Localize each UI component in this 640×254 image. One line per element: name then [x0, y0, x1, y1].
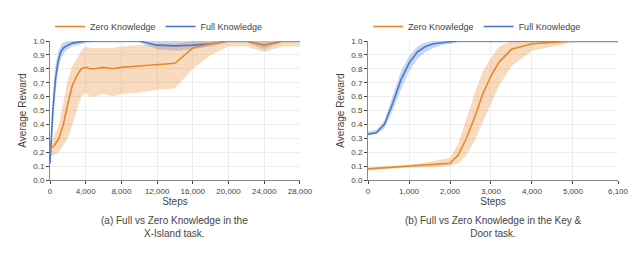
- svg-text:0.2: 0.2: [351, 148, 363, 157]
- svg-text:4,000: 4,000: [522, 187, 543, 196]
- svg-text:24,000: 24,000: [252, 187, 277, 196]
- svg-text:0.4: 0.4: [351, 120, 363, 129]
- svg-text:Full Knowledge: Full Knowledge: [519, 22, 581, 32]
- svg-text:Steps: Steps: [162, 196, 188, 207]
- svg-text:4,000: 4,000: [76, 187, 97, 196]
- svg-text:16,000: 16,000: [181, 187, 206, 196]
- svg-text:3,000: 3,000: [481, 187, 502, 196]
- svg-text:Full Knowledge: Full Knowledge: [201, 22, 263, 32]
- svg-text:0: 0: [366, 187, 371, 196]
- svg-text:12,000: 12,000: [145, 187, 170, 196]
- svg-text:6,100: 6,100: [608, 187, 629, 196]
- svg-text:0.7: 0.7: [33, 79, 45, 88]
- svg-text:1.0: 1.0: [33, 37, 45, 46]
- svg-text:Zero Knowledge: Zero Knowledge: [408, 22, 474, 32]
- svg-text:Zero Knowledge: Zero Knowledge: [90, 22, 156, 32]
- svg-text:20,000: 20,000: [216, 187, 241, 196]
- svg-text:0.3: 0.3: [33, 134, 45, 143]
- svg-text:0.4: 0.4: [33, 120, 45, 129]
- svg-text:2,000: 2,000: [440, 187, 461, 196]
- svg-text:0.5: 0.5: [351, 106, 363, 115]
- svg-text:0.9: 0.9: [351, 51, 363, 60]
- svg-text:0.3: 0.3: [351, 134, 363, 143]
- svg-text:Average Reward: Average Reward: [335, 73, 346, 147]
- svg-text:(a) Full vs Zero Knowledge in: (a) Full vs Zero Knowledge in theX-Islan…: [101, 215, 248, 239]
- svg-text:0.8: 0.8: [351, 65, 363, 74]
- svg-text:0.7: 0.7: [351, 79, 363, 88]
- svg-text:1.0: 1.0: [351, 37, 363, 46]
- svg-text:(b) Full vs Zero Knowledge in: (b) Full vs Zero Knowledge in the Key &D…: [405, 215, 582, 239]
- svg-text:0: 0: [48, 187, 53, 196]
- svg-text:0.5: 0.5: [33, 106, 45, 115]
- svg-text:5,000: 5,000: [563, 187, 584, 196]
- svg-text:0.0: 0.0: [33, 176, 45, 185]
- svg-text:0.9: 0.9: [33, 51, 45, 60]
- svg-text:0.6: 0.6: [33, 92, 45, 101]
- svg-text:0.1: 0.1: [351, 162, 363, 171]
- svg-text:8,000: 8,000: [111, 187, 132, 196]
- svg-text:0.2: 0.2: [33, 148, 45, 157]
- svg-text:0.6: 0.6: [351, 92, 363, 101]
- svg-text:28,000: 28,000: [288, 187, 313, 196]
- svg-text:Steps: Steps: [480, 196, 506, 207]
- svg-text:0.0: 0.0: [351, 176, 363, 185]
- svg-text:Average Reward: Average Reward: [17, 73, 28, 147]
- svg-text:0.1: 0.1: [33, 162, 45, 171]
- svg-text:0.8: 0.8: [33, 65, 45, 74]
- svg-text:1,000: 1,000: [399, 187, 420, 196]
